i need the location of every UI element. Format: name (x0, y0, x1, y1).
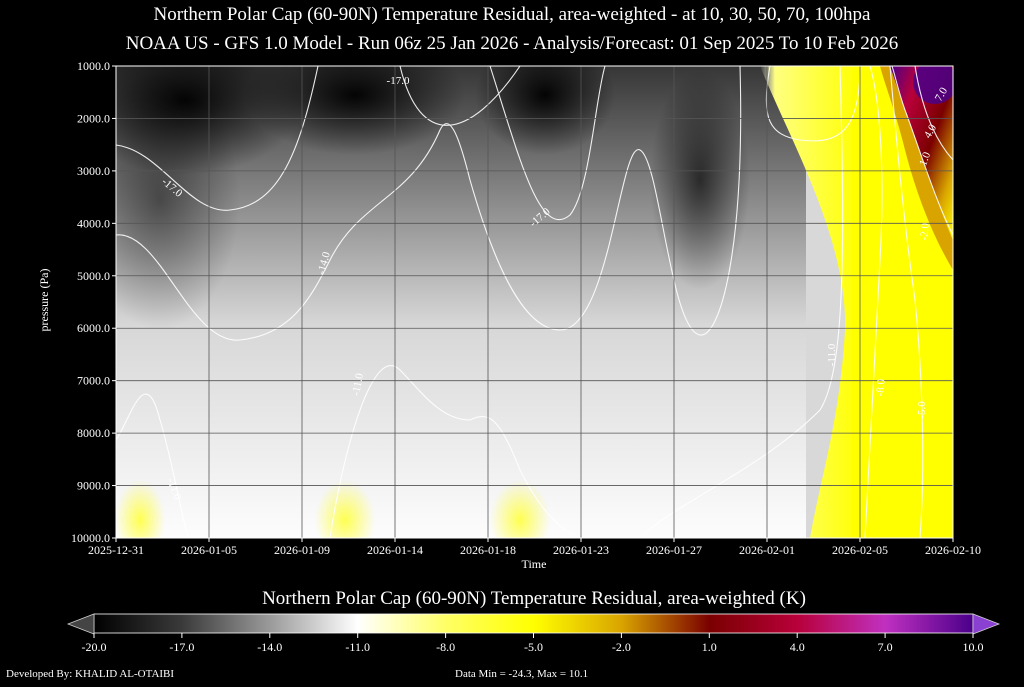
y-axis-label: pressure (Pa) (37, 269, 51, 332)
y-tick-label: 5000.0 (77, 269, 110, 283)
chart-title: Northern Polar Cap (60-90N) Temperature … (153, 4, 871, 25)
contour-label: -11.0 (826, 343, 838, 366)
y-tick-label: 6000.0 (77, 321, 110, 335)
colorbar-tick-label: 4.0 (790, 640, 805, 654)
colorbar-tick-label: -17.0 (169, 640, 194, 654)
y-tick-label: 3000.0 (77, 164, 110, 178)
x-tick-label: 2026-01-27 (646, 543, 702, 557)
heatmap-field (116, 66, 953, 538)
x-tick-label: 2026-02-01 (739, 543, 795, 557)
y-tick-label: 9000.0 (77, 479, 110, 493)
x-tick-label: 2026-02-10 (925, 543, 981, 557)
plot-grid (116, 66, 953, 538)
x-tick-label: 2026-01-14 (367, 543, 423, 557)
colorbar-tick-label: 7.0 (878, 640, 893, 654)
contour-label: -2.0 (918, 222, 932, 241)
y-tick-label: 2000.0 (77, 111, 110, 125)
x-tick-label: 2026-02-05 (832, 543, 888, 557)
data-min-max: Data Min = -24.3, Max = 10.1 (455, 668, 589, 680)
x-axis-label: Time (522, 557, 547, 571)
colorbar-max-arrow (972, 613, 1001, 635)
colorbar-tick-label: -14.0 (257, 640, 282, 654)
contour-label: -8.0 (874, 378, 888, 397)
y-tick-label: 8000.0 (77, 426, 110, 440)
x-tick-label: 2026-01-09 (274, 543, 330, 557)
colorbar-tick-label: -8.0 (436, 640, 455, 654)
x-tick-label: 2025-12-31 (88, 543, 144, 557)
colorbar: -20.0 -17.0 -14.0 -11.0 -8.0 -5.0 -2.0 1.0 4.0 7.… (66, 613, 1001, 654)
plot-frame (115, 65, 954, 539)
colorbar-tick-label: 10.0 (963, 640, 984, 654)
x-tick-label: 2026-01-18 (460, 543, 516, 557)
contour-label: -5.0 (916, 401, 928, 419)
colorbar-tick-label: -11.0 (345, 640, 370, 654)
chart-subtitle: NOAA US - GFS 1.0 Model - Run 06z 25 Jan… (125, 33, 899, 54)
colorbar-tick-label: -2.0 (612, 640, 631, 654)
colorbar-tick-label: 1.0 (702, 640, 717, 654)
x-tick-label: 2026-01-23 (553, 543, 609, 557)
contour-label: -11.0 (350, 372, 366, 397)
colorbar-tick-label: -20.0 (82, 640, 107, 654)
y-tick-label: 7000.0 (77, 374, 110, 388)
contour-label: -14.0 (315, 250, 333, 276)
colorbar-min-arrow (66, 613, 95, 635)
contour-label: -17.0 (387, 75, 410, 87)
y-tick-label: 10000.0 (71, 531, 110, 545)
y-tick-label: 1000.0 (77, 59, 110, 73)
x-tick-label: 2026-01-05 (181, 543, 237, 557)
colorbar-tick-label: -5.0 (524, 640, 543, 654)
y-tick-label: 4000.0 (77, 216, 110, 230)
contour-label: 1.0 (917, 150, 933, 167)
colorbar-title: Northern Polar Cap (60-90N) Temperature … (262, 588, 806, 609)
developer-credit: Developed By: KHALID AL-OTAIBI (6, 668, 175, 680)
